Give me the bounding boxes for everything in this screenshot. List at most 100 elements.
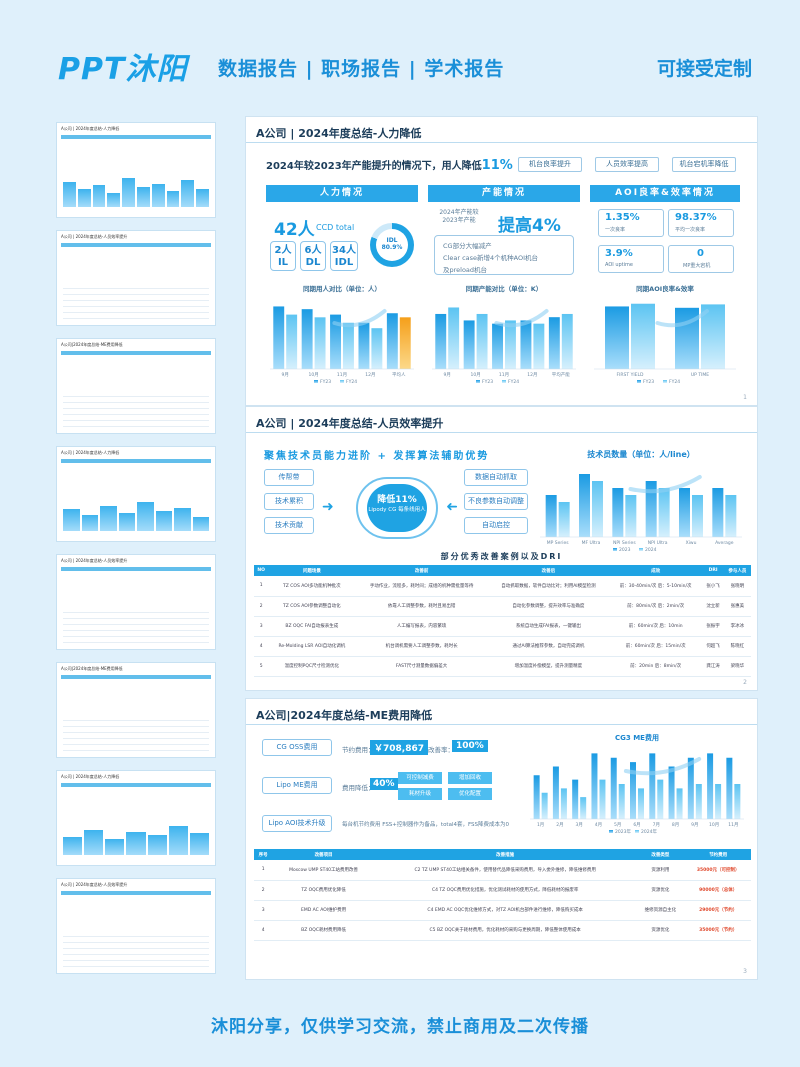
bar-series1 [545,495,557,537]
bar-series2 [658,488,670,537]
table-row: 4 BZ OQC耗材费用降低 C5 BZ OQC关于耗材费用，优化耗材的采购与更换周… [254,920,751,941]
thumbnail-7[interactable]: A公司 | 2024年度总结-人力降低 [56,770,216,866]
bar-series2 [560,788,567,819]
legend-label: 2024年 [641,828,657,835]
slide-title: A公司 | 2024年度总结-人力降低 [256,127,422,140]
people-box-dl: 6人 DL [300,241,326,271]
capacity-chart-label: 同期产能对比（单位：K） [465,285,543,293]
idl-pct: 80.9% [381,244,403,251]
thumbnail-bars [63,819,209,855]
people-chart: 9月 10月 11月 12月 平均人 FY23 FY24 [270,306,414,385]
aoi-card-value: 3.9% [605,248,633,259]
thumbnail-band [61,459,211,463]
table-cell: 4 [254,636,269,657]
bar-series2 [592,481,603,537]
me-chart-title: CG3 ME费用 [615,734,659,742]
table-cell: EMD AC AOI维护费用 [272,900,375,921]
tag-2: 人员效率提高 [595,157,659,172]
center-badge-inner: 降低11% Lipody CG 每条线用人 [367,484,427,532]
slide-headcount: A公司 | 2024年度总结-人力降低 2024年较2023年产能提升的情况下，… [245,116,758,406]
trend-arrow-icon [494,309,549,328]
aoi-chart-label: 同期AOI良率&效率 [636,285,694,293]
x-tick-label: 1月 [537,822,544,828]
legend-swatch [314,380,318,383]
page-number: 2 [743,679,747,686]
column-header: NO [254,565,269,576]
page-number: 3 [743,968,747,975]
bar-series1 [533,775,540,819]
thumbnail-1[interactable]: A公司 | 2024年度总结-人力降低 [56,122,216,218]
bar-series1 [707,753,714,819]
thumbnail-band [61,135,211,139]
table-cell: 3 [254,900,273,921]
legend-label: FY24 [669,379,680,385]
bar-series2 [314,317,326,369]
thumbnail-title: A公司 | 2024年度总结-人力降低 [61,126,120,131]
thumbnail-title: A公司 | 2024年度总结-人员效率提升 [61,882,128,887]
table-cell: 自动抓取数据，软件自动比对；利用AI模型检测 [487,576,610,597]
capacity-note: 2024年产能较2023年产能 [439,209,479,224]
bar-series1 [552,766,559,819]
bar-series2 [476,313,488,369]
table-cell: 龚江涛 [702,656,724,677]
aoi-chart: FIRST YIELD UP TIME FY23 FY24 [594,303,736,385]
legend-swatch [637,380,641,383]
trend-arrow-icon [332,309,387,328]
x-tick-label: 9月 [691,822,698,828]
x-tick-label: 4月 [595,822,602,828]
x-tick-label: 8月 [672,822,679,828]
column-header: 改善措施 [374,849,636,860]
x-tick-label: UP TIME [691,372,709,378]
table-cell: 2 [254,880,273,901]
bar-series2 [657,779,664,819]
bar-series1 [726,757,733,819]
thumbnail-4[interactable]: A公司 | 2024年度总结-人力降低 [56,446,216,542]
column-header: 改善后 [487,565,610,576]
thumbnail-8[interactable]: A公司 | 2024年度总结-人员效率提升 [56,878,216,974]
bar-series1 [435,313,447,369]
legend-swatch [476,380,480,383]
x-tick-label: 9月 [444,372,451,378]
headline: 2024年较2023年产能提升的情况下，用人降低11% [266,157,513,173]
table-cell: 资源优化 [635,880,686,901]
tech-chart: MP Series MF Ultra NPI Series NPI Ultra Xiwu… [540,474,742,553]
bar-series2 [715,784,722,819]
center-badge: 降低11% Lipody CG 每条线用人 [356,477,438,539]
bar-series2 [533,323,545,369]
thumbnail-2[interactable]: A公司 | 2024年度总结-人员效率提升 [56,230,216,326]
case-table: NO 问题场景 改善前 改善后 成效 DRI 参与人员 1 TZ COS AOI多功能机种批次… [254,565,751,677]
table-cell: 维修资源自主化 [635,900,686,921]
table-cell: 1 [254,576,269,597]
table-cell: 张振宇 [702,616,724,637]
thumbnail-6[interactable]: A公司|2024年度总结-ME费用降低 [56,662,216,758]
table-cell: Re-Molding LSR AOI自动化调机 [268,636,356,657]
bar-series1 [605,306,629,369]
table-cell: 前：80min/次 后：2min/次 [609,596,703,617]
legend-label: 2024 [645,547,657,553]
aoi-card-4: 0 MP重大宕机 [668,245,734,273]
bar-series1 [630,762,636,819]
trend-arrow-icon [623,757,702,776]
column-header: 改善前 [355,565,488,576]
capacity-pct: 提高4% [498,216,561,236]
table-cell: 张惠美 [723,596,751,617]
thumbnail-5[interactable]: A公司 | 2024年度总结-人员效率提升 [56,554,216,650]
reduce-value: 40% [370,778,398,790]
table-cell: 5 [254,656,269,677]
table-cell: 35000元（节约） [685,920,751,941]
x-tick-label: 10月 [470,372,480,378]
tag-1: 机台良率提升 [518,157,582,172]
people-total-label: CCD total [316,223,355,232]
x-tick-label: 11月 [499,372,509,378]
bar-series1 [579,474,590,537]
thumbnail-3[interactable]: A公司|2024年度总结-ME费用降低 [56,338,216,434]
table-cell: 1 [254,860,273,881]
thumbnail-band [61,783,211,787]
rate-value: 100% [452,740,488,752]
save-value: ￥708,867 [370,740,428,755]
method-2: 技术累积 [264,493,314,510]
thumbnail-band [61,675,211,679]
page-number: 1 [743,394,747,401]
x-tick-label: 10月 [308,372,318,378]
legend-label: 2023 [619,547,631,553]
